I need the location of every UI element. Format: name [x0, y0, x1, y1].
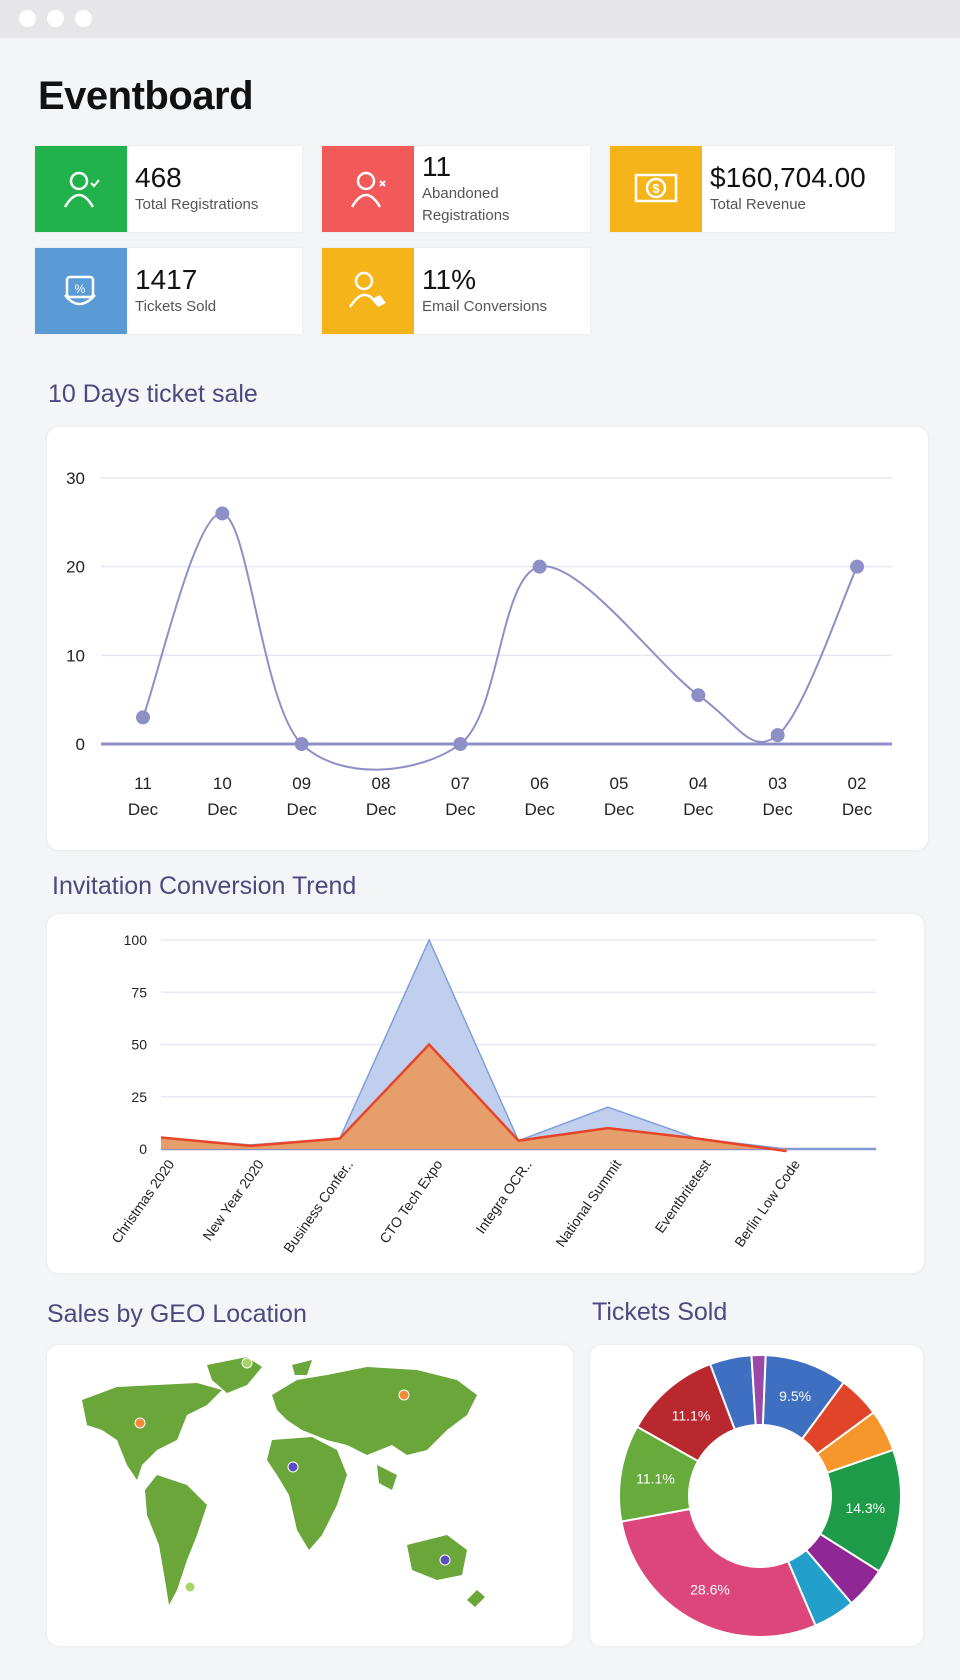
- stat-label: Abandoned Registrations: [422, 185, 510, 224]
- x-tick-label: 06 Dec: [525, 774, 556, 819]
- y-tick-label: 75: [131, 984, 147, 1000]
- data-point: [294, 737, 309, 751]
- x-tick-label: 03 Dec: [763, 774, 794, 819]
- conversion-chart-panel: 0 25 50 75 100 Christmas 2020 New Year 2020 Bus…: [47, 914, 924, 1273]
- y-tick-label: 30: [66, 469, 85, 488]
- x-tick-label: 05 Dec: [604, 774, 635, 819]
- window-maximize-button[interactable]: [75, 10, 92, 27]
- slice-label: 9.5%: [779, 1388, 811, 1404]
- stat-label: Email Conversions: [422, 298, 548, 315]
- data-point: [850, 559, 864, 574]
- data-point: [532, 559, 547, 574]
- user-email-icon: [348, 271, 386, 308]
- x-tick-label: Business Confer..: [280, 1157, 356, 1256]
- stat-label: Total Revenue: [710, 196, 806, 213]
- stat-icon-box: %: [35, 248, 127, 334]
- world-map[interactable]: [47, 1345, 573, 1646]
- map-marker: [241, 1357, 253, 1369]
- series-line: [160, 1042, 787, 1153]
- donut-slice: [750, 1354, 767, 1427]
- slice-label: 28.6%: [690, 1581, 730, 1597]
- x-tick-label: 02 Dec: [842, 774, 873, 819]
- y-tick-label: 25: [131, 1089, 147, 1105]
- svg-text:$: $: [652, 181, 660, 196]
- tickets-donut-chart: 9.5% 14.3% 28.6% 11.1% 11.1%: [618, 1354, 902, 1638]
- map-land: [82, 1357, 485, 1607]
- map-marker: [134, 1417, 146, 1429]
- y-tick-label: 0: [76, 735, 85, 754]
- x-tick-label: Christmas 2020: [108, 1156, 177, 1246]
- user-x-icon: [350, 171, 386, 208]
- section-title-geo: Sales by GEO Location: [47, 1300, 307, 1328]
- conversion-area-chart: 0 25 50 75 100 Christmas 2020 New Year 2020 Bus…: [108, 932, 876, 1256]
- y-tick-label: 10: [66, 646, 85, 665]
- y-tick-label: 0: [139, 1141, 147, 1157]
- section-title-tickets: Tickets Sold: [592, 1298, 728, 1326]
- data-point: [770, 728, 785, 743]
- x-tick-label: 04 Dec: [683, 774, 714, 819]
- window-minimize-button[interactable]: [47, 10, 64, 27]
- donut-slice: [620, 1507, 817, 1638]
- stat-card[interactable]: $ $160,704.00 Total Revenue: [610, 146, 895, 232]
- ticket-sale-line-chart: 0 10 20 30 11 Dec 10 Dec 09 Dec 08 Dec 07 Dec 06 Dec 05 D…: [66, 469, 892, 819]
- page-title: Eventboard: [38, 74, 254, 118]
- map-marker: [287, 1461, 299, 1473]
- map-marker: [439, 1554, 451, 1566]
- user-check-icon: [63, 171, 100, 208]
- x-tick-label: National Summit: [552, 1156, 624, 1249]
- stat-value: 468: [135, 162, 182, 193]
- stat-card[interactable]: 468 Total Registrations: [35, 146, 302, 232]
- y-tick-label: 100: [124, 932, 148, 948]
- section-title-ticket-sale: 10 Days ticket sale: [48, 380, 258, 408]
- map-marker: [398, 1389, 410, 1401]
- series-line: [142, 512, 858, 771]
- stat-card[interactable]: % 1417 Tickets Sold: [35, 248, 302, 334]
- x-tick-label: 11 Dec: [128, 774, 159, 819]
- stat-label: Total Registrations: [135, 196, 259, 213]
- slice-label: 11.1%: [672, 1408, 711, 1424]
- x-tick-label: Integra OCR..: [472, 1157, 535, 1237]
- stat-value: 11%: [422, 264, 476, 295]
- stat-icon-box: $: [610, 146, 702, 232]
- svg-text:%: %: [75, 282, 86, 296]
- x-tick-label: 08 Dec: [366, 774, 397, 819]
- data-point: [215, 506, 230, 521]
- data-point: [136, 710, 150, 725]
- x-tick-label: 10 Dec: [207, 774, 238, 819]
- ticket-hand-icon: %: [64, 275, 96, 306]
- stat-value: 1417: [135, 264, 198, 295]
- x-tick-label: CTO Tech Expo: [376, 1156, 446, 1246]
- window-close-button[interactable]: [19, 10, 36, 27]
- money-icon: $: [634, 173, 678, 203]
- stat-icon-box: [322, 248, 414, 334]
- stat-icon-box: [322, 146, 414, 232]
- x-tick-label: 09 Dec: [287, 774, 318, 819]
- slice-label: 14.3%: [845, 1500, 885, 1516]
- y-tick-label: 50: [131, 1037, 147, 1053]
- data-point: [453, 737, 468, 751]
- section-title-conversion: Invitation Conversion Trend: [52, 872, 357, 900]
- tickets-donut-panel: 9.5% 14.3% 28.6% 11.1% 11.1%: [590, 1345, 923, 1646]
- stat-label: Tickets Sold: [135, 298, 217, 315]
- x-tick-label: 07 Dec: [445, 774, 476, 819]
- x-tick-label: Eventbritetest: [651, 1156, 713, 1235]
- geo-map-panel: [47, 1345, 573, 1646]
- y-tick-label: 20: [66, 558, 85, 577]
- x-tick-label: Berlin Low Code: [731, 1156, 803, 1249]
- stat-card[interactable]: 11% Email Conversions: [322, 248, 590, 334]
- window-titlebar: [0, 0, 960, 38]
- x-tick-label: New Year 2020: [199, 1156, 267, 1243]
- data-point: [691, 688, 706, 703]
- stat-card[interactable]: 11 Abandoned Registrations: [322, 146, 590, 232]
- ticket-sale-chart-panel: 0 10 20 30 11 Dec 10 Dec 09 Dec 08 Dec 07 Dec 06 Dec 05 D…: [47, 427, 928, 850]
- map-marker: [184, 1581, 196, 1593]
- slice-label: 11.1%: [636, 1471, 675, 1487]
- stat-icon-box: [35, 146, 127, 232]
- series-area: [161, 1044, 787, 1152]
- stat-value: $160,704.00: [710, 162, 866, 193]
- stat-value: 11: [422, 151, 452, 182]
